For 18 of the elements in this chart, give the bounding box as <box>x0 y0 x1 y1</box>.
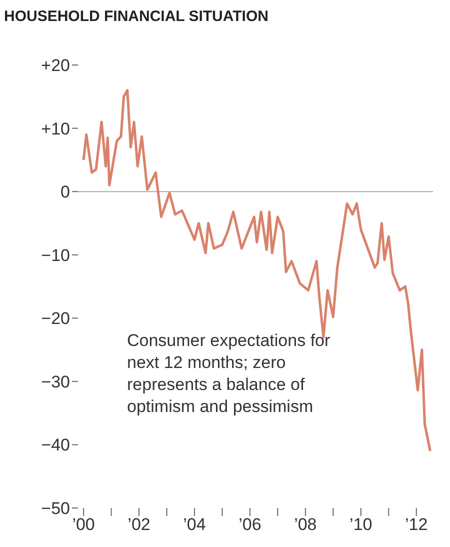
y-tick-label: −20 <box>41 309 70 328</box>
x-tick-label: ’10 <box>350 515 372 534</box>
y-tick-label: −40 <box>41 436 70 455</box>
y-tick-label: −50 <box>41 499 70 518</box>
x-tick-label: ’04 <box>183 515 206 534</box>
y-tick-label: +20 <box>41 56 70 76</box>
chart-title: HOUSEHOLD FINANCIAL SITUATION <box>4 8 268 25</box>
y-tick-label: −10 <box>41 246 70 265</box>
x-tick-label: ’02 <box>128 515 150 534</box>
x-tick-label: ’08 <box>294 515 317 534</box>
y-tick-label: +10 <box>41 119 70 138</box>
y-tick-label: −30 <box>41 372 70 392</box>
x-tick-label: ’00 <box>72 515 95 534</box>
y-tick-label: 0 <box>60 182 70 202</box>
annotation: Consumer expectations for next 12 months; zero represents a balance of optimism and pessimism <box>127 330 332 418</box>
x-tick-label: ’06 <box>238 515 262 534</box>
line-series <box>82 89 432 452</box>
x-tick-label: ’12 <box>405 515 428 534</box>
